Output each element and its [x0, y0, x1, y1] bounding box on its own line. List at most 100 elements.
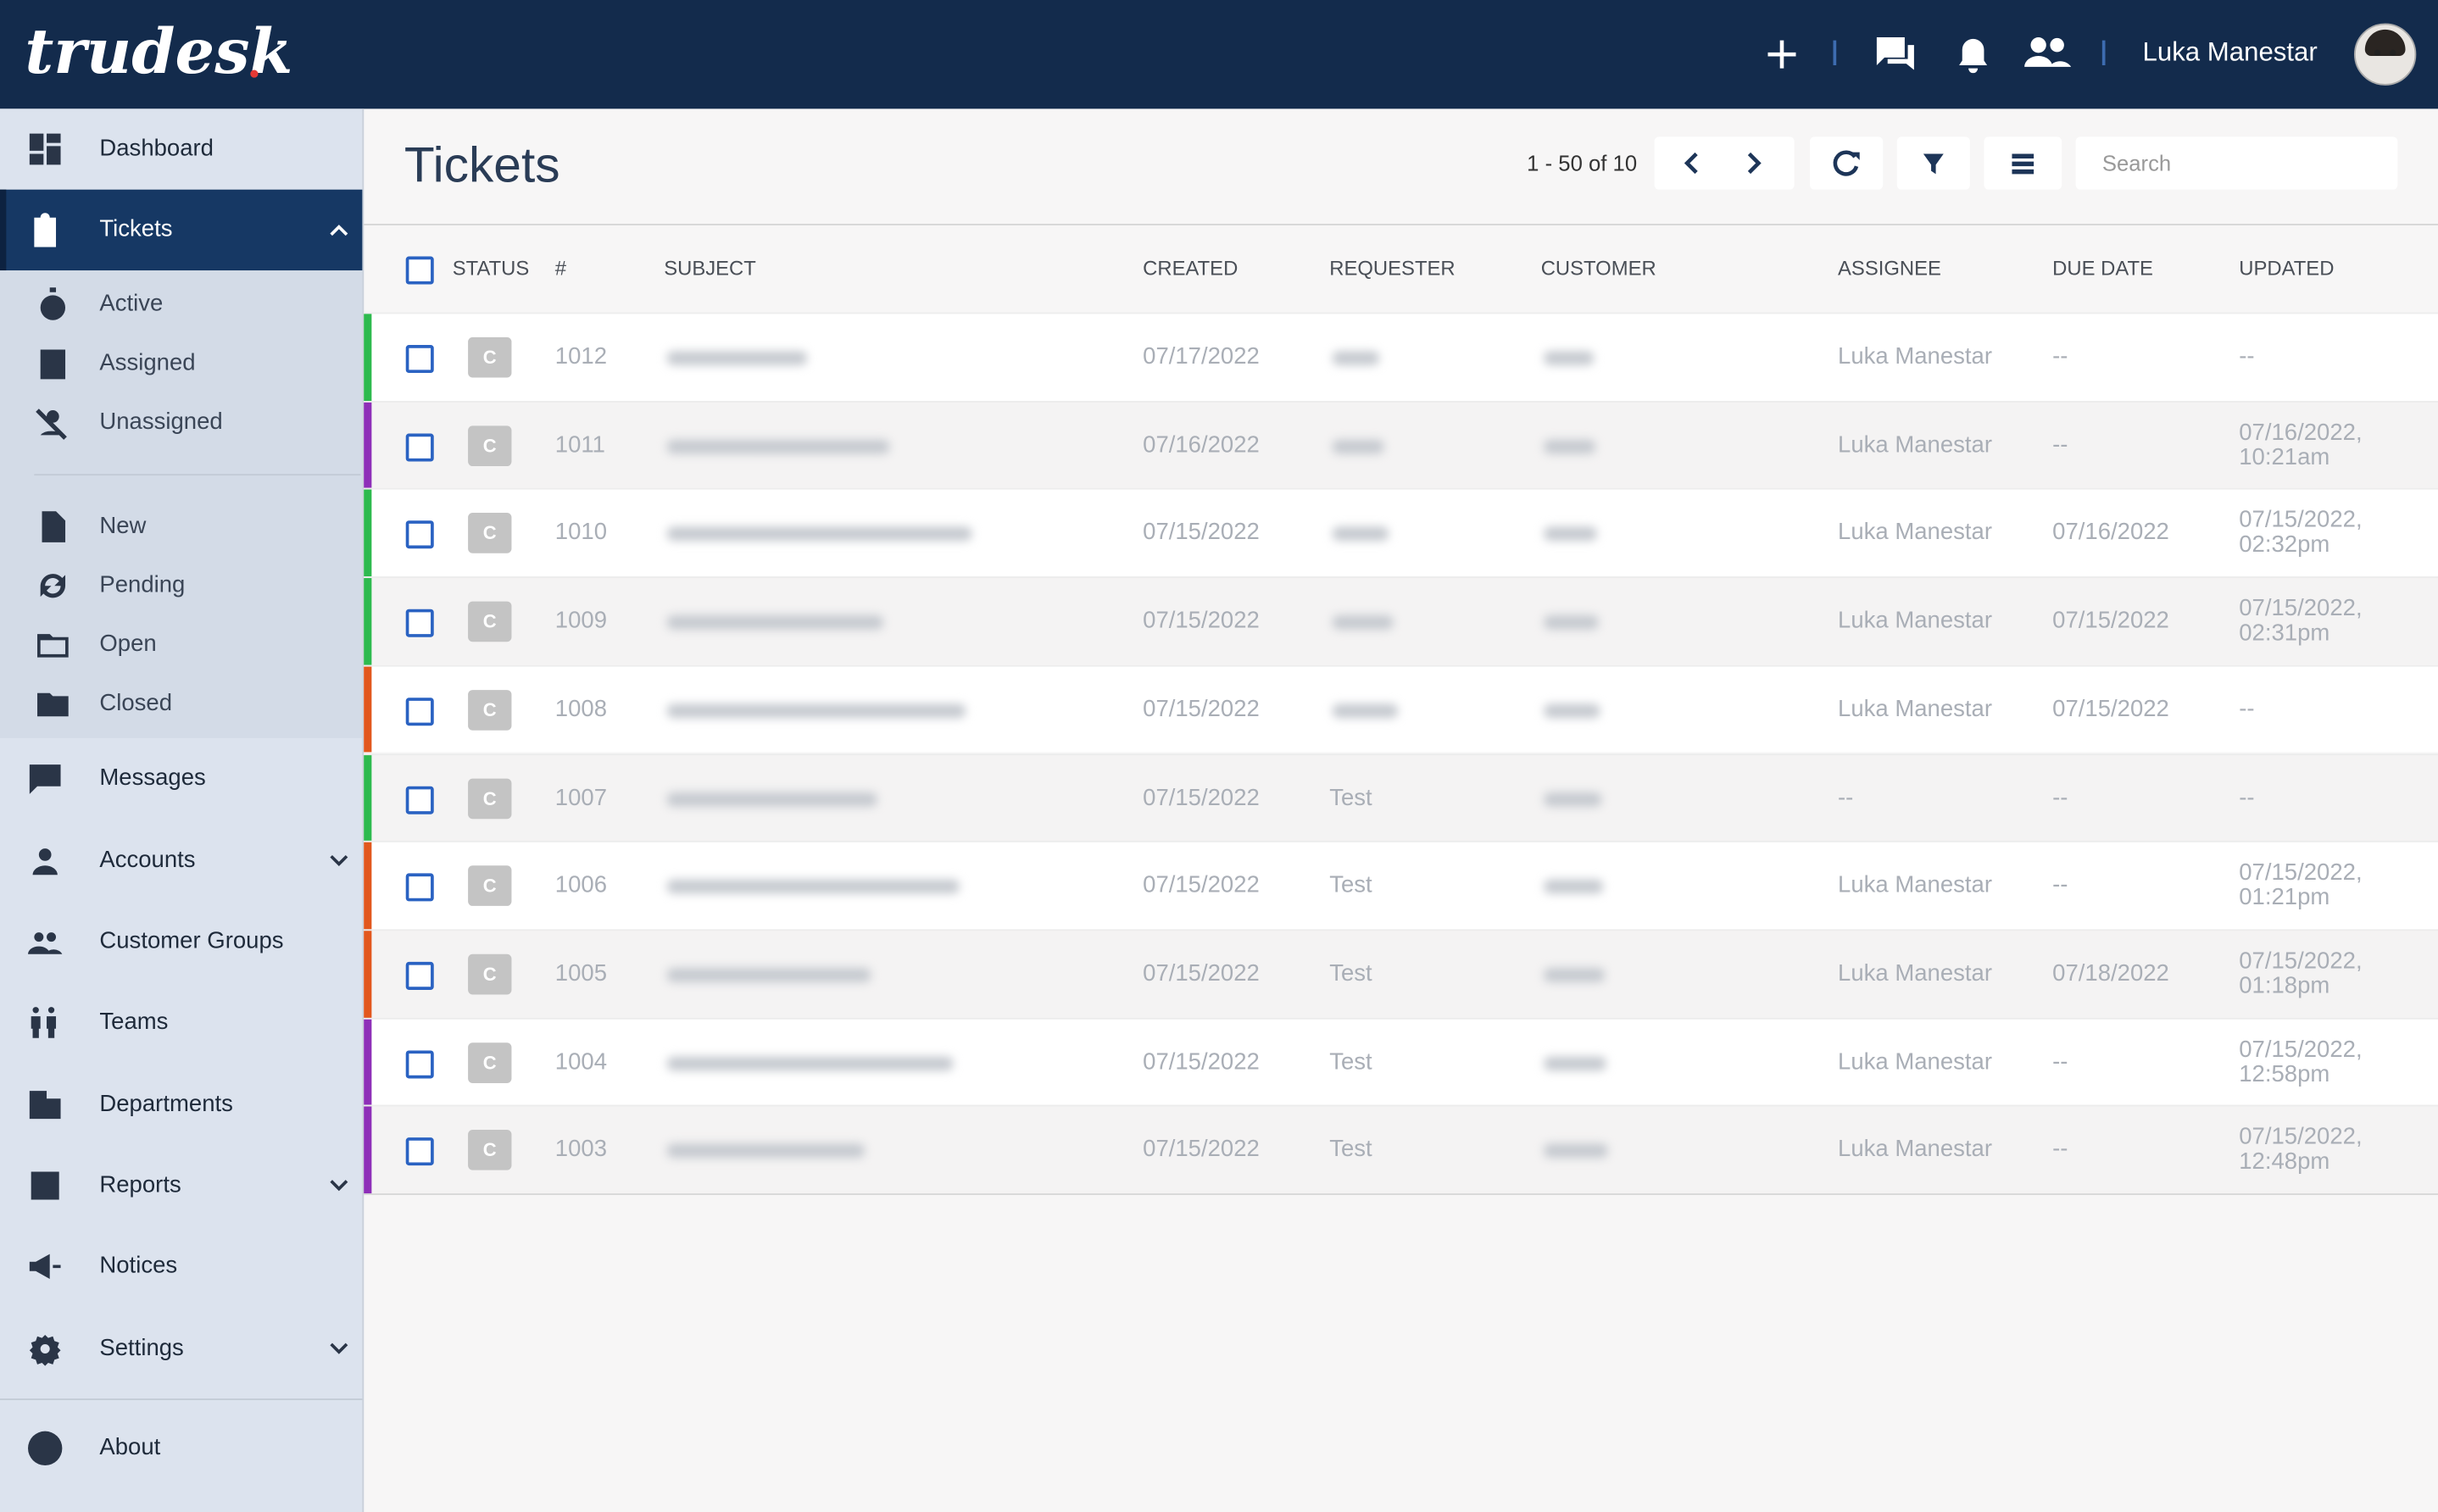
- ticket-id: 1004: [554, 1048, 608, 1076]
- column-header[interactable]: ASSIGNEE: [1838, 256, 1941, 281]
- status-badge: C: [468, 689, 512, 731]
- column-header[interactable]: DUE DATE: [2052, 256, 2153, 281]
- logo-dot: [250, 69, 259, 78]
- ticket-row[interactable]: C 1010 07/15/2022 Luka Manestar 07/16/2022 07…: [364, 488, 2438, 577]
- priority-bar: [364, 402, 372, 489]
- nav-item[interactable]: Accounts: [0, 820, 362, 901]
- user-name[interactable]: Luka Manestar: [2142, 37, 2318, 67]
- assignee: Luka Manestar: [1838, 608, 1993, 635]
- status-badge: C: [468, 865, 512, 907]
- column-header[interactable]: UPDATED: [2239, 256, 2335, 281]
- notifications-icon[interactable]: [1959, 38, 1988, 74]
- search-box[interactable]: Search: [2075, 136, 2398, 190]
- messages-icon[interactable]: [1876, 37, 1914, 70]
- subject-blurred: [666, 351, 807, 365]
- row-checkbox[interactable]: [405, 785, 434, 814]
- row-checkbox[interactable]: [405, 961, 434, 990]
- sub-nav-label[interactable]: New: [99, 513, 147, 540]
- nav-item[interactable]: Customer Groups: [0, 901, 362, 981]
- ticket-row[interactable]: C 1004 07/15/2022 Test Luka Manestar -- 07/15/…: [364, 1017, 2438, 1106]
- customer-blurred: [1544, 880, 1604, 894]
- nav-item[interactable]: Dashboard: [0, 108, 362, 189]
- pager-arrows[interactable]: [1684, 152, 1762, 175]
- created-date: 07/17/2022: [1143, 343, 1260, 370]
- subject-blurred: [666, 703, 966, 718]
- row-checkbox[interactable]: [405, 697, 434, 725]
- column-header[interactable]: SUBJECT: [664, 256, 756, 281]
- ticket-row[interactable]: C 1003 07/15/2022 Test Luka Manestar -- 07/15/…: [364, 1105, 2438, 1194]
- status-badge: C: [468, 425, 512, 466]
- nav-label[interactable]: About: [99, 1434, 161, 1461]
- sidebar: Dashboard Tickets Messages Accounts Customer…: [0, 108, 365, 1512]
- add-icon[interactable]: [1767, 40, 1796, 69]
- column-header[interactable]: CUSTOMER: [1540, 256, 1656, 281]
- due-date: --: [2052, 343, 2068, 370]
- sub-nav-label[interactable]: Pending: [99, 571, 186, 598]
- priority-bar: [364, 666, 372, 753]
- ticket-row[interactable]: C 1006 07/15/2022 Test Luka Manestar -- 07/15/…: [364, 841, 2438, 930]
- sub-nav-label[interactable]: Closed: [99, 690, 173, 717]
- subject-blurred: [666, 1144, 865, 1159]
- nav-icon: [26, 1003, 64, 1048]
- sub-nav-label[interactable]: Assigned: [99, 349, 196, 376]
- due-date: --: [2052, 871, 2068, 899]
- sub-nav-label[interactable]: Open: [99, 631, 157, 658]
- priority-bar: [364, 754, 372, 842]
- sub-nav-label[interactable]: Active: [99, 290, 164, 318]
- avatar[interactable]: [2353, 23, 2417, 86]
- nav-label: Customer Groups: [99, 927, 284, 954]
- ticket-row[interactable]: C 1008 07/15/2022 Luka Manestar 07/15/2022 --: [364, 664, 2438, 753]
- nav-item[interactable]: Reports: [0, 1145, 362, 1226]
- users-icon[interactable]: [2024, 56, 2072, 67]
- refresh-button[interactable]: [1810, 136, 1884, 190]
- updated: 07/15/2022, 12:58pm: [2239, 1036, 2363, 1087]
- ticket-id: 1008: [554, 696, 608, 723]
- ticket-row[interactable]: C 1009 07/15/2022 Luka Manestar 07/15/2022 07…: [364, 576, 2438, 665]
- columns-button[interactable]: [1984, 136, 2062, 190]
- ticket-id: 1007: [554, 784, 608, 811]
- updated: --: [2239, 343, 2255, 370]
- divider: [364, 224, 2438, 225]
- nav-item[interactable]: Departments: [0, 1065, 362, 1145]
- nav-item[interactable]: Teams: [0, 982, 362, 1063]
- row-checkbox[interactable]: [405, 1137, 434, 1166]
- chevron: [326, 1173, 351, 1206]
- ticket-row[interactable]: C 1011 07/16/2022 Luka Manestar -- 07/16/2022…: [364, 400, 2438, 489]
- ticket-row[interactable]: C 1007 07/15/2022 Test -- -- --: [364, 753, 2438, 842]
- due-date: 07/18/2022: [2052, 959, 2169, 987]
- row-checkbox[interactable]: [405, 1049, 434, 1078]
- updated: 07/15/2022, 02:32pm: [2239, 507, 2363, 559]
- row-checkbox[interactable]: [405, 432, 434, 461]
- ticket-row[interactable]: C 1005 07/15/2022 Test Luka Manestar 07/18/20…: [364, 929, 2438, 1018]
- row-checkbox[interactable]: [405, 345, 434, 374]
- column-header[interactable]: CREATED: [1143, 256, 1238, 281]
- select-all[interactable]: [405, 256, 434, 285]
- created-date: 07/15/2022: [1143, 784, 1260, 811]
- requester: Test: [1329, 871, 1372, 899]
- row-checkbox[interactable]: [405, 520, 434, 549]
- nav-icon: [26, 842, 64, 887]
- sub-nav-label[interactable]: Unassigned: [99, 409, 223, 436]
- nav-item[interactable]: Tickets: [0, 189, 363, 271]
- row-checkbox[interactable]: [405, 609, 434, 637]
- customer-blurred: [1544, 527, 1597, 542]
- column-header[interactable]: REQUESTER: [1329, 256, 1456, 281]
- assignee: Luka Manestar: [1838, 696, 1993, 723]
- assignee: Luka Manestar: [1838, 871, 1993, 899]
- pagination: 1 - 50 of 10: [1527, 150, 1638, 176]
- ticket-row[interactable]: C 1012 07/17/2022 Luka Manestar -- --: [364, 312, 2438, 401]
- nav-item[interactable]: Notices: [0, 1226, 362, 1307]
- column-header[interactable]: STATUS: [452, 256, 530, 281]
- sub-nav-icon: [34, 286, 71, 331]
- nav-icon: [26, 211, 64, 256]
- filter-button[interactable]: [1896, 136, 1970, 190]
- requester: Test: [1329, 1136, 1372, 1164]
- column-header[interactable]: #: [554, 256, 567, 281]
- subject-blurred: [666, 527, 972, 542]
- page-title: Tickets: [404, 136, 560, 193]
- row-checkbox[interactable]: [405, 873, 434, 902]
- nav-item[interactable]: Messages: [0, 738, 362, 819]
- nav-item[interactable]: Settings: [0, 1309, 362, 1389]
- updated: 07/15/2022, 01:21pm: [2239, 859, 2363, 911]
